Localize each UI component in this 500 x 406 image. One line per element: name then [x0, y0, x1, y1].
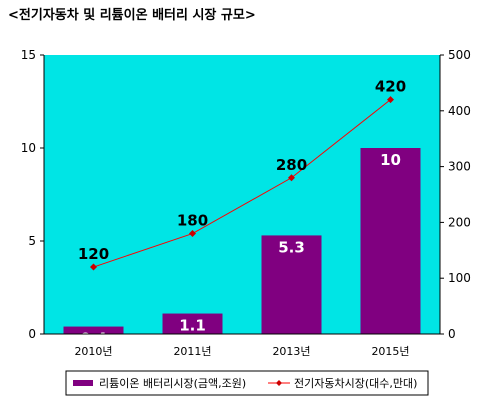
x-tick-label: 2013년	[272, 345, 310, 358]
line-series	[90, 96, 394, 271]
line-value-label: 180	[177, 212, 208, 230]
left-y-axis: 0 5 10 15	[21, 48, 45, 341]
right-tick-label: 100	[448, 271, 471, 285]
left-tick-label: 10	[21, 141, 36, 155]
left-tick-label: 0	[28, 327, 36, 341]
legend-line-label: 전기자동차시장(대수,만대)	[294, 377, 417, 390]
bar-data-labels: 0.41.15.310	[80, 151, 401, 348]
line-point	[288, 174, 295, 182]
line-point	[189, 230, 196, 238]
line-value-label: 280	[276, 156, 307, 174]
right-tick-label: 400	[448, 104, 471, 118]
right-tick-label: 0	[448, 327, 456, 341]
bar	[261, 235, 322, 334]
line-value-label: 420	[375, 78, 406, 96]
line-value-label: 120	[78, 245, 109, 263]
line-point	[387, 96, 394, 104]
bar-value-label: 5.3	[278, 238, 305, 256]
line-point	[90, 263, 97, 271]
bar	[63, 326, 124, 334]
left-tick-label: 15	[21, 48, 36, 62]
bar	[162, 313, 223, 334]
legend-line-marker	[276, 380, 282, 386]
x-tick-label: 2010년	[74, 345, 112, 358]
series-line	[93, 99, 391, 268]
legend: 리튬이온 배터리시장(금액,조원) 전기자동차시장(대수,만대)	[65, 370, 429, 396]
bar-value-label: 1.1	[179, 317, 206, 335]
legend-bar-swatch	[73, 380, 93, 386]
bar	[360, 148, 421, 334]
chart-title: <전기자동차 및 리튬이온 배터리 시장 규모>	[8, 8, 256, 23]
right-tick-label: 500	[448, 48, 471, 62]
bar-value-label: 10	[380, 151, 401, 169]
right-tick-label: 300	[448, 160, 471, 174]
left-tick-label: 5	[28, 234, 36, 248]
legend-box	[65, 370, 429, 396]
legend-bar-label: 리튬이온 배터리시장(금액,조원)	[99, 377, 246, 390]
line-data-labels: 120 180 280 420	[78, 78, 406, 263]
right-tick-label: 200	[448, 215, 471, 229]
x-tick-label: 2011년	[173, 345, 211, 358]
right-y-axis: 0 100 200 300 400 500	[439, 48, 471, 341]
x-tick-label: 2015년	[371, 345, 409, 358]
bar-series	[63, 148, 421, 334]
x-axis: 2010년 2011년 2013년 2015년	[44, 333, 440, 358]
